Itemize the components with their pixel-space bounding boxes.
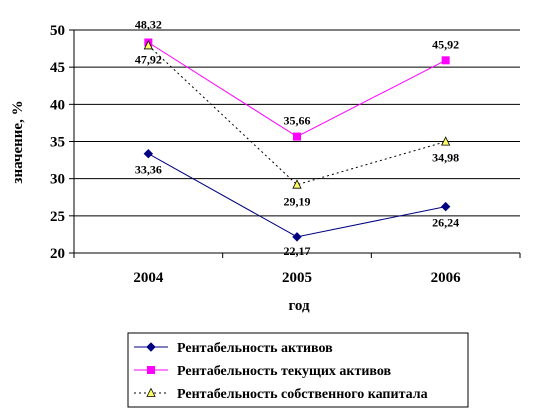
data-label: 45,92: [432, 37, 459, 51]
data-label: 48,32: [135, 17, 162, 31]
marker-triangle: [143, 40, 153, 50]
legend-entry: Рентабельность собственного капитала: [177, 387, 428, 402]
y-tick-label: 45: [50, 60, 65, 76]
marker-square: [441, 56, 450, 65]
y-tick-label: 30: [50, 172, 65, 188]
data-label: 33,36: [135, 163, 162, 177]
axes: [69, 29, 521, 258]
x-tick-label: 2005: [282, 270, 312, 286]
y-tick-labels: 20 25 30 35 40 45 50: [50, 23, 65, 262]
marker-square: [293, 132, 301, 141]
x-tick-label: 2006: [431, 270, 462, 286]
y-tick-label: 50: [50, 23, 65, 39]
data-label: 47,92: [135, 52, 162, 66]
legend-box: [127, 332, 469, 408]
series-group: [143, 38, 451, 242]
marker-diamond: [292, 232, 302, 242]
legend-entry: Рентабельность активов: [177, 341, 333, 356]
data-label: 35,66: [284, 114, 311, 128]
marker-triangle: [146, 387, 156, 397]
series-line-3: [147, 45, 446, 186]
marker-square: [147, 366, 155, 374]
legend: Рентабельность активов Рентабельность тек…: [127, 332, 469, 408]
marker-diamond: [143, 148, 154, 159]
marker-triangle: [292, 179, 302, 189]
data-label: 22,17: [284, 244, 311, 258]
data-label: 26,24: [432, 216, 459, 230]
y-tick-label: 25: [50, 209, 65, 225]
marker-triangle: [441, 136, 451, 146]
x-tick-labels: 2004 2005 2006: [133, 270, 461, 286]
grid-lines: [74, 29, 520, 217]
y-tick-label: 20: [50, 246, 65, 262]
data-labels: 33,36 22,17 26,24 48,32 35,66 45,92 47,92 29,19…: [135, 17, 459, 257]
x-tick-label: 2004: [133, 270, 164, 286]
legend-entry: Рентабельность текущих активов: [177, 364, 392, 379]
data-label: 29,19: [284, 195, 311, 209]
marker-diamond: [146, 342, 156, 352]
y-axis-title: значение, %: [10, 100, 26, 183]
data-label: 34,98: [432, 151, 459, 165]
x-axis-title: год: [288, 298, 310, 314]
marker-diamond: [440, 201, 451, 212]
y-tick-label: 40: [50, 97, 65, 113]
y-tick-label: 35: [50, 135, 65, 151]
